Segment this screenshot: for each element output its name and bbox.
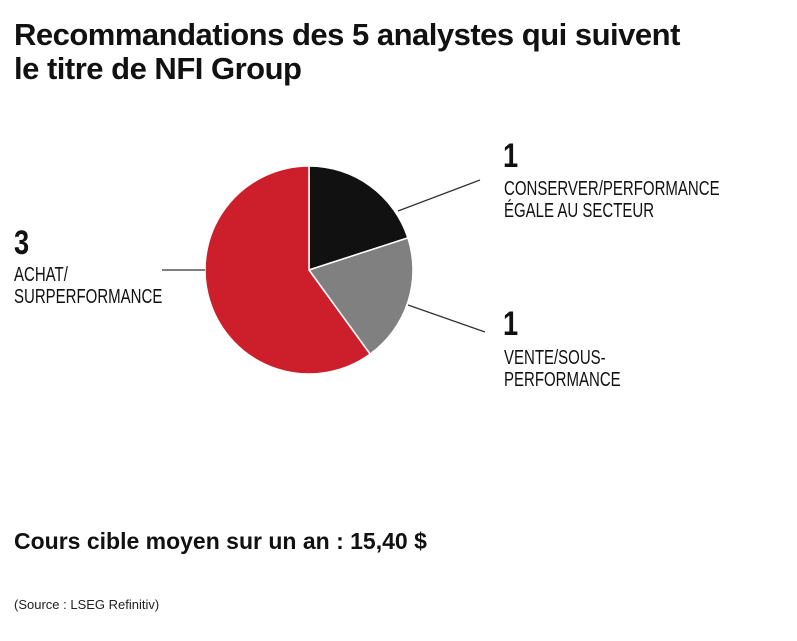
label-vente-line-1: VENTE/SOUS- <box>504 347 606 369</box>
chart-title-line-2: le titre de NFI Group <box>14 51 302 86</box>
count-conserver: 1 <box>503 137 519 175</box>
chart-title-line-1: Recommandations des 5 analystes qui suiv… <box>14 17 680 52</box>
leader-line-vente <box>407 304 486 333</box>
target-price: Cours cible moyen sur un an : 15,40 $ <box>14 528 427 554</box>
pie-slice-vente <box>307 236 414 356</box>
chart-title: Recommandations des 5 analystes qui suiv… <box>14 18 784 86</box>
leader-line-conserver <box>397 179 481 212</box>
label-vente: VENTE/SOUS- PERFORMANCE <box>504 347 621 391</box>
label-achat: ACHAT/ SURPERFORMANCE <box>14 264 162 308</box>
pie-slice-achat <box>204 165 372 375</box>
count-vente: 1 <box>503 305 519 343</box>
label-achat-line-2: SURPERFORMANCE <box>14 286 163 308</box>
label-conserver-line-2: ÉGALE AU SECTEUR <box>504 200 655 222</box>
label-achat-line-1: ACHAT/ <box>14 264 68 286</box>
pie-slice-conserver <box>308 165 409 272</box>
label-vente-line-2: PERFORMANCE <box>504 369 621 391</box>
label-conserver: CONSERVER/PERFORMANCE ÉGALE AU SECTEUR <box>504 178 720 222</box>
count-achat: 3 <box>14 224 30 262</box>
label-conserver-line-1: CONSERVER/PERFORMANCE <box>504 178 720 200</box>
source-note: (Source : LSEG Refinitiv) <box>14 597 160 612</box>
